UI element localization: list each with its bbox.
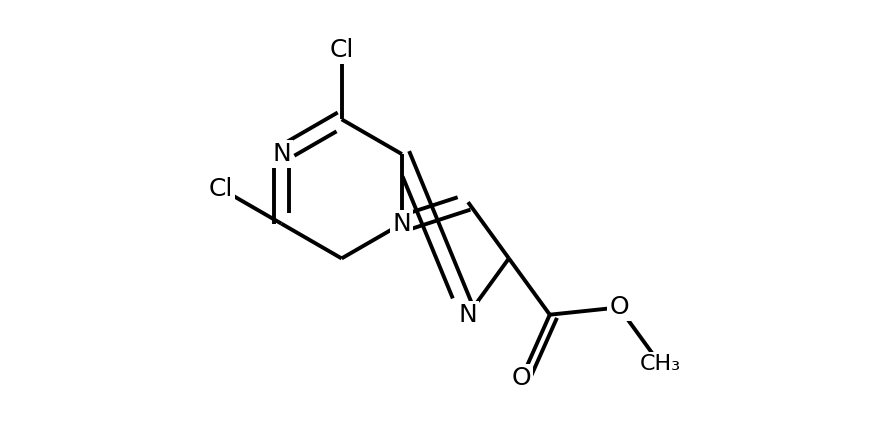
Text: N: N — [393, 212, 411, 236]
Text: Cl: Cl — [209, 177, 233, 201]
Text: Cl: Cl — [329, 38, 354, 62]
Text: N: N — [272, 142, 291, 166]
Text: N: N — [459, 303, 478, 327]
Text: O: O — [512, 366, 531, 390]
Text: O: O — [609, 295, 629, 319]
Text: CH₃: CH₃ — [640, 354, 680, 374]
